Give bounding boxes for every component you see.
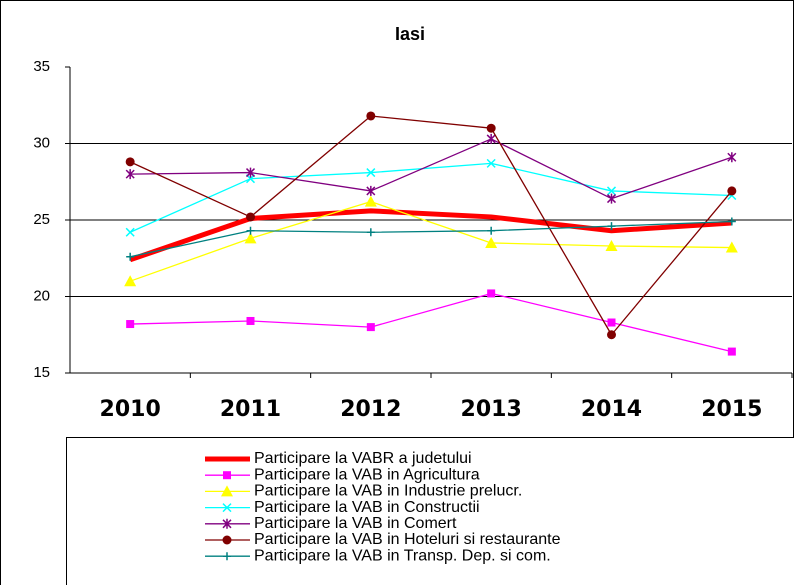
point-marker (246, 212, 255, 222)
point-marker (246, 316, 255, 325)
series-line (130, 220, 732, 258)
legend-marker (222, 535, 232, 545)
series-line (130, 138, 733, 200)
series-line (130, 292, 732, 353)
point-marker (485, 236, 498, 248)
x-tick-label: 2010 (100, 397, 161, 422)
point-marker (245, 167, 256, 178)
series-line (129, 208, 732, 263)
point-marker (244, 232, 257, 244)
point-marker (126, 252, 135, 261)
point-marker (364, 195, 377, 207)
legend-label: Participare la VAB in Hoteluri si restau… (254, 531, 561, 548)
y-tick-label: 15 (33, 364, 50, 381)
series-line (129, 200, 732, 282)
legend-marker (222, 503, 232, 513)
point-marker (366, 168, 376, 178)
legend-marker (223, 552, 231, 561)
point-marker (487, 289, 496, 298)
point-marker (727, 217, 736, 226)
legend-label: Participare la VAB in Constructii (254, 499, 480, 516)
point-marker (607, 330, 616, 340)
point-marker (727, 347, 736, 356)
point-marker (606, 193, 617, 204)
legend-label: Participare la VAB in Transp. Dep. si co… (254, 547, 551, 564)
point-marker (607, 222, 616, 231)
x-tick-label: 2015 (701, 397, 762, 422)
point-marker (125, 157, 135, 167)
point-marker (605, 240, 618, 252)
legend-marker (222, 518, 232, 529)
point-marker (607, 318, 616, 327)
legend-box (66, 437, 794, 585)
point-marker (366, 323, 375, 332)
y-tick-label: 20 (33, 287, 50, 304)
x-tick-label: 2012 (340, 397, 401, 422)
point-marker (606, 186, 617, 196)
y-tick-label: 25 (33, 211, 50, 228)
legend-marker (221, 485, 233, 497)
legend-label: Participare la VAB in Agricultura (254, 466, 480, 483)
y-tick-label: 30 (33, 134, 50, 151)
y-tick-label: 35 (33, 58, 50, 75)
legend-label: Participare la VAB in Comert (254, 515, 457, 532)
point-marker (366, 185, 376, 196)
series-line (129, 115, 733, 336)
point-marker (486, 133, 496, 144)
point-marker (246, 226, 255, 235)
legend-label: Participare la VAB in Industrie prelucr. (254, 483, 522, 500)
point-marker (124, 275, 137, 287)
x-tick-label: 2011 (220, 397, 281, 422)
point-marker (727, 152, 737, 163)
point-marker (487, 226, 496, 235)
point-marker (486, 123, 496, 133)
x-tick-label: 2014 (581, 397, 642, 422)
point-marker (126, 320, 135, 329)
point-marker (125, 227, 135, 237)
point-marker (366, 228, 375, 237)
chart-title: Iasi (395, 24, 425, 44)
legend-marker (223, 471, 231, 480)
x-tick-label: 2013 (461, 397, 522, 422)
point-marker (486, 158, 496, 168)
point-marker (727, 186, 737, 196)
point-marker (366, 111, 376, 121)
point-marker (125, 169, 135, 180)
point-marker (725, 241, 738, 253)
legend-label: Participare la VABR a judetului (254, 450, 472, 467)
